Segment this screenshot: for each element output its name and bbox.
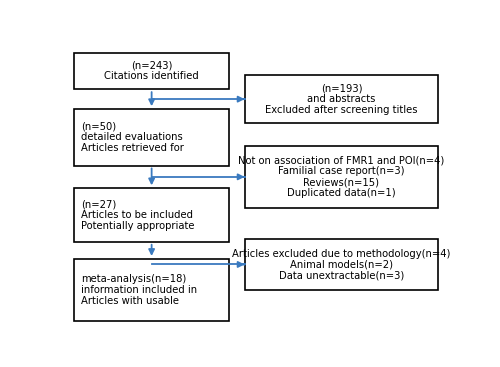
Text: and abstracts: and abstracts	[308, 94, 376, 104]
FancyBboxPatch shape	[74, 188, 229, 242]
Text: (n=193): (n=193)	[321, 83, 362, 94]
Text: detailed evaluations: detailed evaluations	[81, 132, 183, 142]
Text: Articles with usable: Articles with usable	[81, 296, 179, 306]
Text: Not on association of FMR1 and POI(n=4): Not on association of FMR1 and POI(n=4)	[238, 156, 444, 166]
Text: information included in: information included in	[81, 285, 197, 295]
FancyBboxPatch shape	[244, 146, 438, 208]
Text: Animal models(n=2): Animal models(n=2)	[290, 259, 393, 269]
Text: Potentially appropriate: Potentially appropriate	[81, 221, 194, 231]
FancyBboxPatch shape	[74, 109, 229, 166]
Text: (n=50): (n=50)	[81, 121, 116, 131]
FancyBboxPatch shape	[74, 52, 229, 89]
Text: Reviews(n=15): Reviews(n=15)	[304, 177, 380, 187]
Text: Articles excluded due to methodology(n=4): Articles excluded due to methodology(n=4…	[232, 249, 450, 259]
Text: Familial case report(n=3): Familial case report(n=3)	[278, 167, 405, 177]
Text: Articles retrieved for: Articles retrieved for	[81, 143, 184, 153]
FancyBboxPatch shape	[244, 75, 438, 123]
Text: (n=243): (n=243)	[131, 61, 172, 70]
Text: (n=27): (n=27)	[81, 199, 116, 209]
Text: Excluded after screening titles: Excluded after screening titles	[265, 105, 418, 115]
Text: meta-analysis(n=18): meta-analysis(n=18)	[81, 274, 186, 284]
FancyBboxPatch shape	[74, 259, 229, 321]
Text: Articles to be included: Articles to be included	[81, 210, 193, 220]
Text: Duplicated data(n=1): Duplicated data(n=1)	[287, 188, 396, 198]
Text: Data unextractable(n=3): Data unextractable(n=3)	[279, 270, 404, 280]
FancyBboxPatch shape	[244, 239, 438, 290]
Text: Citations identified: Citations identified	[104, 71, 199, 81]
